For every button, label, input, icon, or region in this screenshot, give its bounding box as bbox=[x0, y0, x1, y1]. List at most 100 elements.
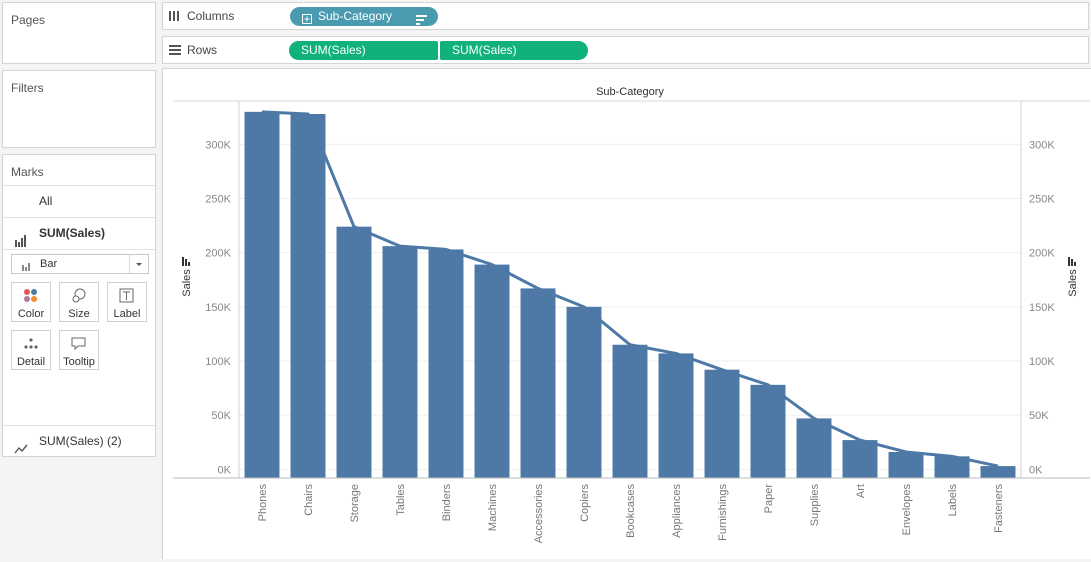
divider bbox=[3, 249, 155, 250]
bar-binders[interactable] bbox=[428, 249, 464, 478]
sum-sales-pill-1-label: SUM(Sales) bbox=[301, 43, 366, 57]
marks-all-tab[interactable]: All bbox=[3, 185, 155, 217]
y-tick-label-left: 250K bbox=[205, 194, 231, 206]
marks-sum-sales-2-label: SUM(Sales) (2) bbox=[39, 434, 122, 448]
bar-supplies[interactable] bbox=[796, 418, 832, 478]
filters-title: Filters bbox=[11, 81, 44, 95]
x-tick-label: Bookcases bbox=[625, 484, 637, 538]
bar-tables[interactable] bbox=[382, 246, 418, 478]
sum-sales-pill-1[interactable]: SUM(Sales) bbox=[289, 41, 438, 60]
sort-icon-left bbox=[182, 257, 190, 266]
line-chart-icon bbox=[14, 435, 28, 467]
size-button[interactable]: Size bbox=[59, 282, 99, 322]
detail-label: Detail bbox=[16, 356, 46, 368]
rows-label-text: Rows bbox=[187, 43, 218, 57]
sub-category-pill[interactable]: Sub-Category bbox=[290, 7, 438, 26]
sub-category-pill-label: Sub-Category bbox=[318, 9, 393, 23]
divider bbox=[3, 185, 155, 186]
bar-machines[interactable] bbox=[474, 264, 510, 478]
marks-card: Marks All SUM(Sales) Bar Color Size Labe… bbox=[2, 154, 156, 457]
x-tick-label: Paper bbox=[763, 484, 775, 514]
tooltip-icon bbox=[60, 336, 98, 356]
x-tick-label: Art bbox=[855, 484, 867, 498]
chart-area: 0K 0K 50K 50K 100K 100K 150K 150K 200K 200K 250K 25… bbox=[162, 68, 1091, 559]
detail-button[interactable]: Detail bbox=[11, 330, 51, 370]
x-tick-label: Appliances bbox=[671, 484, 683, 538]
size-label: Size bbox=[68, 308, 90, 320]
mark-type-dropdown[interactable]: Bar bbox=[11, 254, 149, 274]
tooltip-button[interactable]: Tooltip bbox=[59, 330, 99, 370]
marks-title: Marks bbox=[11, 165, 44, 179]
x-tick-label: Machines bbox=[487, 484, 499, 532]
tooltip-label: Tooltip bbox=[63, 356, 95, 368]
pages-card[interactable]: Pages bbox=[2, 2, 156, 64]
columns-shelf-label: Columns bbox=[169, 3, 234, 30]
bar-copiers[interactable] bbox=[566, 306, 602, 478]
pages-title: Pages bbox=[11, 13, 46, 27]
rows-shelf[interactable]: Rows SUM(Sales) SUM(Sales) bbox=[162, 36, 1089, 64]
label-label: Label bbox=[113, 308, 141, 320]
y-tick-label-right: 0K bbox=[1029, 464, 1043, 476]
text-label-icon bbox=[108, 288, 146, 308]
color-button[interactable]: Color bbox=[11, 282, 51, 322]
bar-storage[interactable] bbox=[336, 226, 372, 478]
sort-icon-right bbox=[1068, 257, 1076, 266]
columns-shelf[interactable]: Columns Sub-Category bbox=[162, 2, 1089, 30]
y-tick-label-left: 100K bbox=[205, 356, 231, 368]
x-tick-label: Storage bbox=[349, 484, 361, 523]
columns-label-text: Columns bbox=[187, 9, 235, 23]
rows-icon bbox=[169, 38, 181, 64]
bar-labels[interactable] bbox=[934, 456, 970, 478]
x-tick-label: Labels bbox=[947, 484, 959, 517]
y-tick-label-right: 50K bbox=[1029, 410, 1049, 422]
x-tick-label: Furnishings bbox=[717, 484, 729, 541]
bar-chart-icon bbox=[15, 227, 27, 247]
y-axis-label-left: Sales bbox=[181, 269, 193, 297]
x-tick-label: Chairs bbox=[303, 484, 315, 516]
detail-icon bbox=[12, 336, 50, 356]
filters-card[interactable]: Filters bbox=[2, 70, 156, 148]
size-icon bbox=[60, 288, 98, 308]
mark-type-value: Bar bbox=[40, 258, 58, 270]
color-icon bbox=[12, 288, 50, 308]
marks-all-label: All bbox=[39, 194, 53, 208]
bar-accessories[interactable] bbox=[520, 288, 556, 478]
color-label: Color bbox=[17, 308, 45, 320]
y-tick-label-left: 200K bbox=[205, 248, 231, 260]
marks-sum-sales-2-tab[interactable]: SUM(Sales) (2) bbox=[3, 425, 155, 457]
x-tick-label: Fasteners bbox=[993, 484, 1005, 533]
dual-axis-chart: 0K 0K 50K 50K 100K 100K 150K 150K 200K 200K 250K 25… bbox=[173, 86, 1090, 544]
x-tick-label: Supplies bbox=[809, 484, 821, 527]
chevron-down-icon[interactable] bbox=[129, 255, 148, 273]
marks-sum-sales-tab[interactable]: SUM(Sales) bbox=[3, 217, 155, 249]
y-tick-label-right: 250K bbox=[1029, 194, 1055, 206]
x-tick-label: Envelopes bbox=[901, 484, 913, 536]
bar-appliances[interactable] bbox=[658, 353, 694, 478]
x-tick-label: Accessories bbox=[533, 484, 545, 544]
chart-title: Sub-Category bbox=[596, 86, 664, 98]
bar-furnishings[interactable] bbox=[704, 369, 740, 478]
bar-bookcases[interactable] bbox=[612, 344, 648, 478]
sum-sales-pill-2-label: SUM(Sales) bbox=[452, 43, 517, 57]
sum-sales-pill-2[interactable]: SUM(Sales) bbox=[440, 41, 588, 60]
label-button[interactable]: Label bbox=[107, 282, 147, 322]
bar-art[interactable] bbox=[842, 440, 878, 478]
columns-icon bbox=[169, 4, 181, 30]
y-tick-label-right: 300K bbox=[1029, 139, 1055, 151]
sales-line-series[interactable] bbox=[261, 110, 999, 468]
bar-phones[interactable] bbox=[244, 111, 280, 479]
bar-paper[interactable] bbox=[750, 384, 786, 478]
x-tick-label: Copiers bbox=[579, 484, 591, 522]
bar-envelopes[interactable] bbox=[888, 452, 924, 478]
bar-chairs[interactable] bbox=[290, 114, 326, 478]
y-tick-label-right: 200K bbox=[1029, 248, 1055, 260]
y-axis-label-right: Sales bbox=[1067, 269, 1079, 297]
expand-icon bbox=[302, 11, 312, 30]
y-tick-label-right: 100K bbox=[1029, 356, 1055, 368]
bar-fasteners[interactable] bbox=[980, 466, 1016, 478]
y-tick-label-right: 150K bbox=[1029, 302, 1055, 314]
y-tick-label-left: 150K bbox=[205, 302, 231, 314]
marks-sum-sales-label: SUM(Sales) bbox=[39, 226, 106, 240]
x-tick-label: Tables bbox=[395, 484, 407, 516]
y-tick-label-left: 50K bbox=[211, 410, 231, 422]
